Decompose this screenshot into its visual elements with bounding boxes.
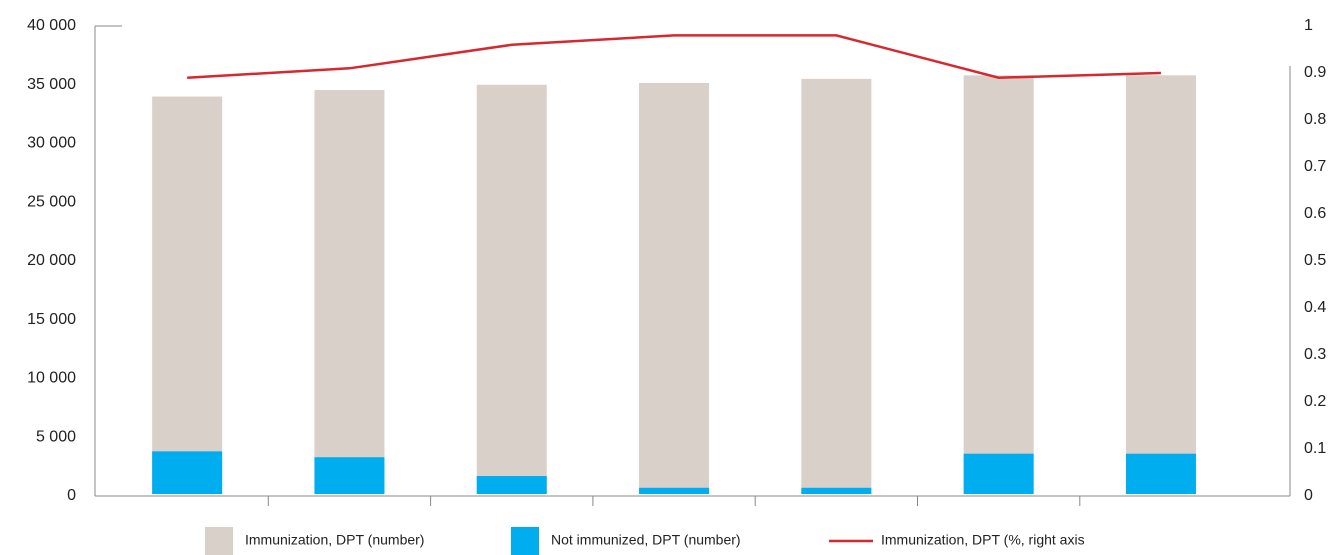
- bar: [963, 75, 1034, 494]
- y-tick-label: 40 000: [27, 17, 76, 34]
- y-tick-label: 5 000: [36, 428, 76, 445]
- bar: [152, 451, 223, 494]
- legend-label: Not immunized, DPT (number): [551, 532, 741, 548]
- y-tick-label: 20 000: [27, 252, 76, 269]
- y2-tick-label: 0.4: [1304, 299, 1326, 316]
- y2-tick-label: 0.1: [1304, 440, 1326, 457]
- legend-swatch: [205, 527, 233, 555]
- y2-tick-label: 0.6: [1304, 205, 1326, 222]
- y2-tick-label: 0: [1304, 487, 1313, 504]
- y2-tick-label: 0.9: [1304, 64, 1326, 81]
- y2-tick-label: 0.2: [1304, 393, 1326, 410]
- y2-tick-label: 0.3: [1304, 346, 1326, 363]
- legend-label: Immunization, DPT (number): [245, 532, 424, 548]
- bar: [152, 96, 223, 494]
- bar: [314, 457, 385, 494]
- y-tick-label: 15 000: [27, 311, 76, 328]
- bar: [476, 84, 547, 494]
- y-tick-label: 35 000: [27, 76, 76, 93]
- y2-tick-label: 0.7: [1304, 158, 1326, 175]
- y2-tick-label: 0.5: [1304, 252, 1326, 269]
- bar: [1125, 453, 1196, 494]
- bar: [639, 82, 710, 495]
- y-tick-label: 30 000: [27, 135, 76, 152]
- y2-tick-label: 0.8: [1304, 111, 1326, 128]
- line: [187, 34, 1161, 79]
- y-tick-label: 10 000: [27, 370, 76, 387]
- bar: [639, 487, 710, 494]
- legend-label: Immunization, DPT (%, right axis: [881, 532, 1085, 548]
- bar: [1125, 75, 1196, 494]
- bar: [963, 453, 1034, 494]
- bar: [801, 487, 872, 494]
- bar: [314, 90, 385, 494]
- legend-swatch: [511, 527, 539, 555]
- y2-tick-label: 1: [1304, 17, 1313, 34]
- y-tick-label: 0: [67, 487, 76, 504]
- bar: [476, 476, 547, 494]
- y-tick-label: 25 000: [27, 193, 76, 210]
- bar: [801, 78, 872, 494]
